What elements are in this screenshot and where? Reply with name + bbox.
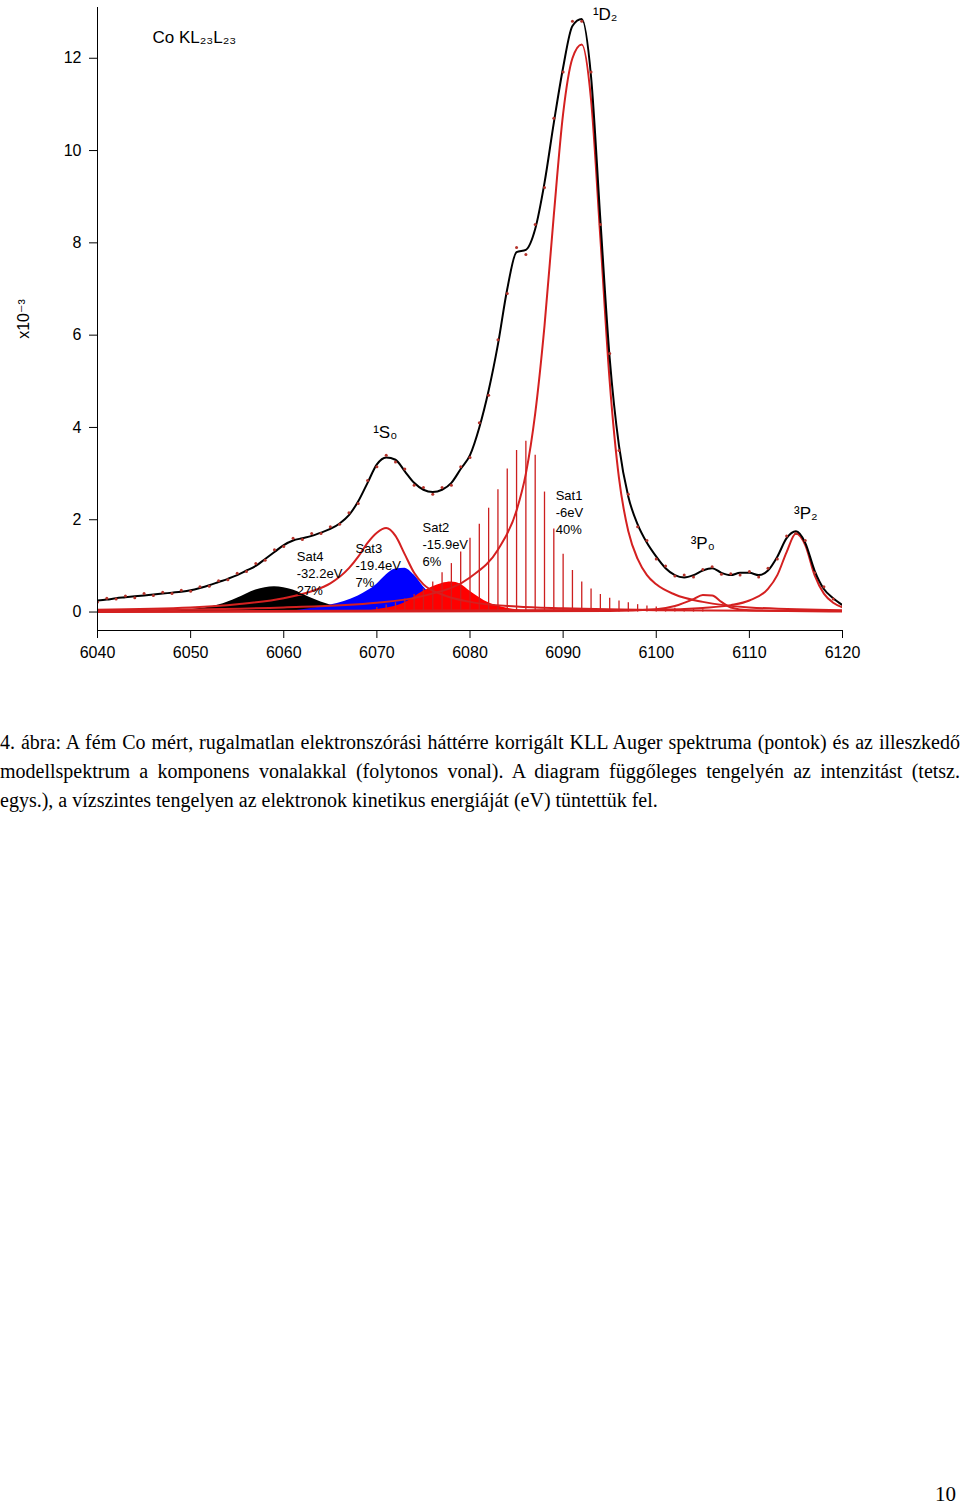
svg-text:4: 4 — [73, 419, 82, 436]
html-text:4. ábra: A fém Co mért, rugalm: 4. ábra: A fém Co mért, rugalmatlan elek… — [0, 731, 960, 811]
svg-text:6070: 6070 — [359, 644, 395, 661]
svg-text:Sat1-6eV40%: Sat1-6eV40% — [556, 488, 584, 537]
svg-text:Co KL₂₃L₂₃: Co KL₂₃L₂₃ — [152, 28, 236, 47]
svg-text:6100: 6100 — [638, 644, 674, 661]
svg-text:6110: 6110 — [732, 644, 767, 661]
svg-text:6060: 6060 — [266, 644, 302, 661]
svg-text:x10⁻³: x10⁻³ — [15, 299, 32, 339]
svg-text:¹D₂: ¹D₂ — [593, 5, 618, 24]
svg-text:6080: 6080 — [452, 644, 488, 661]
html-text:10: 10 — [935, 1482, 956, 1506]
svg-text:6120: 6120 — [825, 644, 861, 661]
svg-text:³P₂: ³P₂ — [794, 504, 818, 523]
svg-text:6090: 6090 — [545, 644, 581, 661]
svg-text:Sat4-32.2eV27%: Sat4-32.2eV27% — [297, 549, 343, 598]
svg-text:¹S₀: ¹S₀ — [373, 423, 397, 442]
svg-text:8: 8 — [73, 234, 82, 251]
svg-text:0: 0 — [73, 603, 82, 620]
svg-text:³P₀: ³P₀ — [691, 534, 715, 553]
svg-text:2: 2 — [73, 511, 82, 528]
svg-text:Sat2-15.9eV6%: Sat2-15.9eV6% — [423, 520, 469, 569]
svg-text:Sat3-19.4eV7%: Sat3-19.4eV7% — [355, 541, 401, 590]
svg-text:12: 12 — [64, 49, 82, 66]
svg-text:6: 6 — [73, 326, 82, 343]
svg-text:6040: 6040 — [80, 644, 116, 661]
svg-text:6050: 6050 — [173, 644, 209, 661]
svg-text:10: 10 — [64, 142, 82, 159]
